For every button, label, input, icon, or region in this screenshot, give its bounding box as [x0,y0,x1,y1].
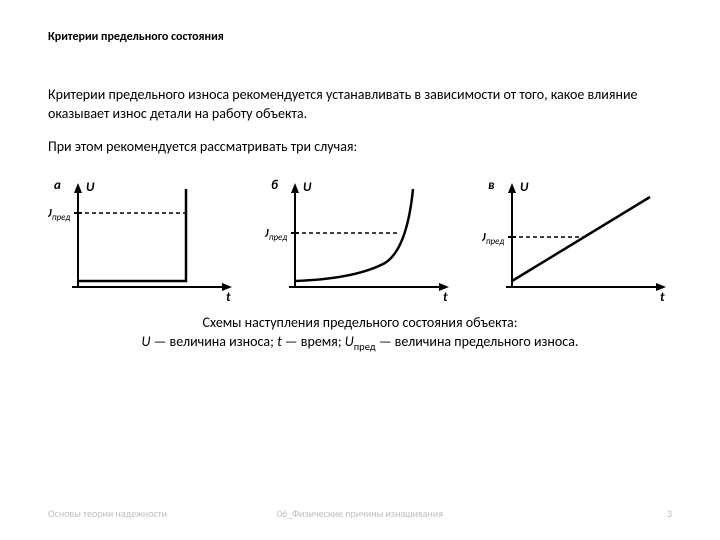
chart-a-xlabel: t [226,290,231,303]
chart-b-ylabel: U [303,180,312,195]
chart-c-limit-label: Uпред [482,231,504,247]
chart-a-letter: а [54,178,61,193]
caption-u2: U [345,333,354,350]
chart-c-ylabel: U [520,180,529,195]
chart-c: в U t Uпред [482,175,672,303]
caption-part-a: — величина износа; [151,333,278,350]
chart-a-ylabel: U [86,180,95,195]
caption-u: U [142,333,151,350]
charts-row: а U t Uпред б U t Uпред [48,175,672,303]
chart-b: б U t Uпред [265,175,455,303]
footer: Основы теории надежности 06_Физические п… [48,507,672,520]
chart-a: а U t Uпред [48,175,238,303]
footer-mid: 06_Физические причины изнашивания [48,507,672,520]
chart-b-letter: б [271,178,278,193]
caption-part-c: — величина предельного износа. [376,333,579,350]
caption-part-b: — время; [282,333,345,350]
paragraph-2: При этом рекомендуется рассматривать три… [48,138,672,157]
caption-line1: Схемы наступления предельного состояния … [203,314,518,331]
chart-b-xlabel: t [443,290,448,303]
section-heading: Критерии предельного состояния [48,30,672,44]
figure-caption: Схемы наступления предельного состояния … [48,313,672,355]
chart-a-limit-label: Uпред [48,207,70,223]
paragraph-1: Критерии предельного износа рекомендуетс… [48,86,672,124]
caption-sub: пред [354,340,376,353]
chart-c-letter: в [488,178,495,193]
chart-b-limit-label: Uпред [265,227,287,243]
chart-c-xlabel: t [660,290,665,303]
